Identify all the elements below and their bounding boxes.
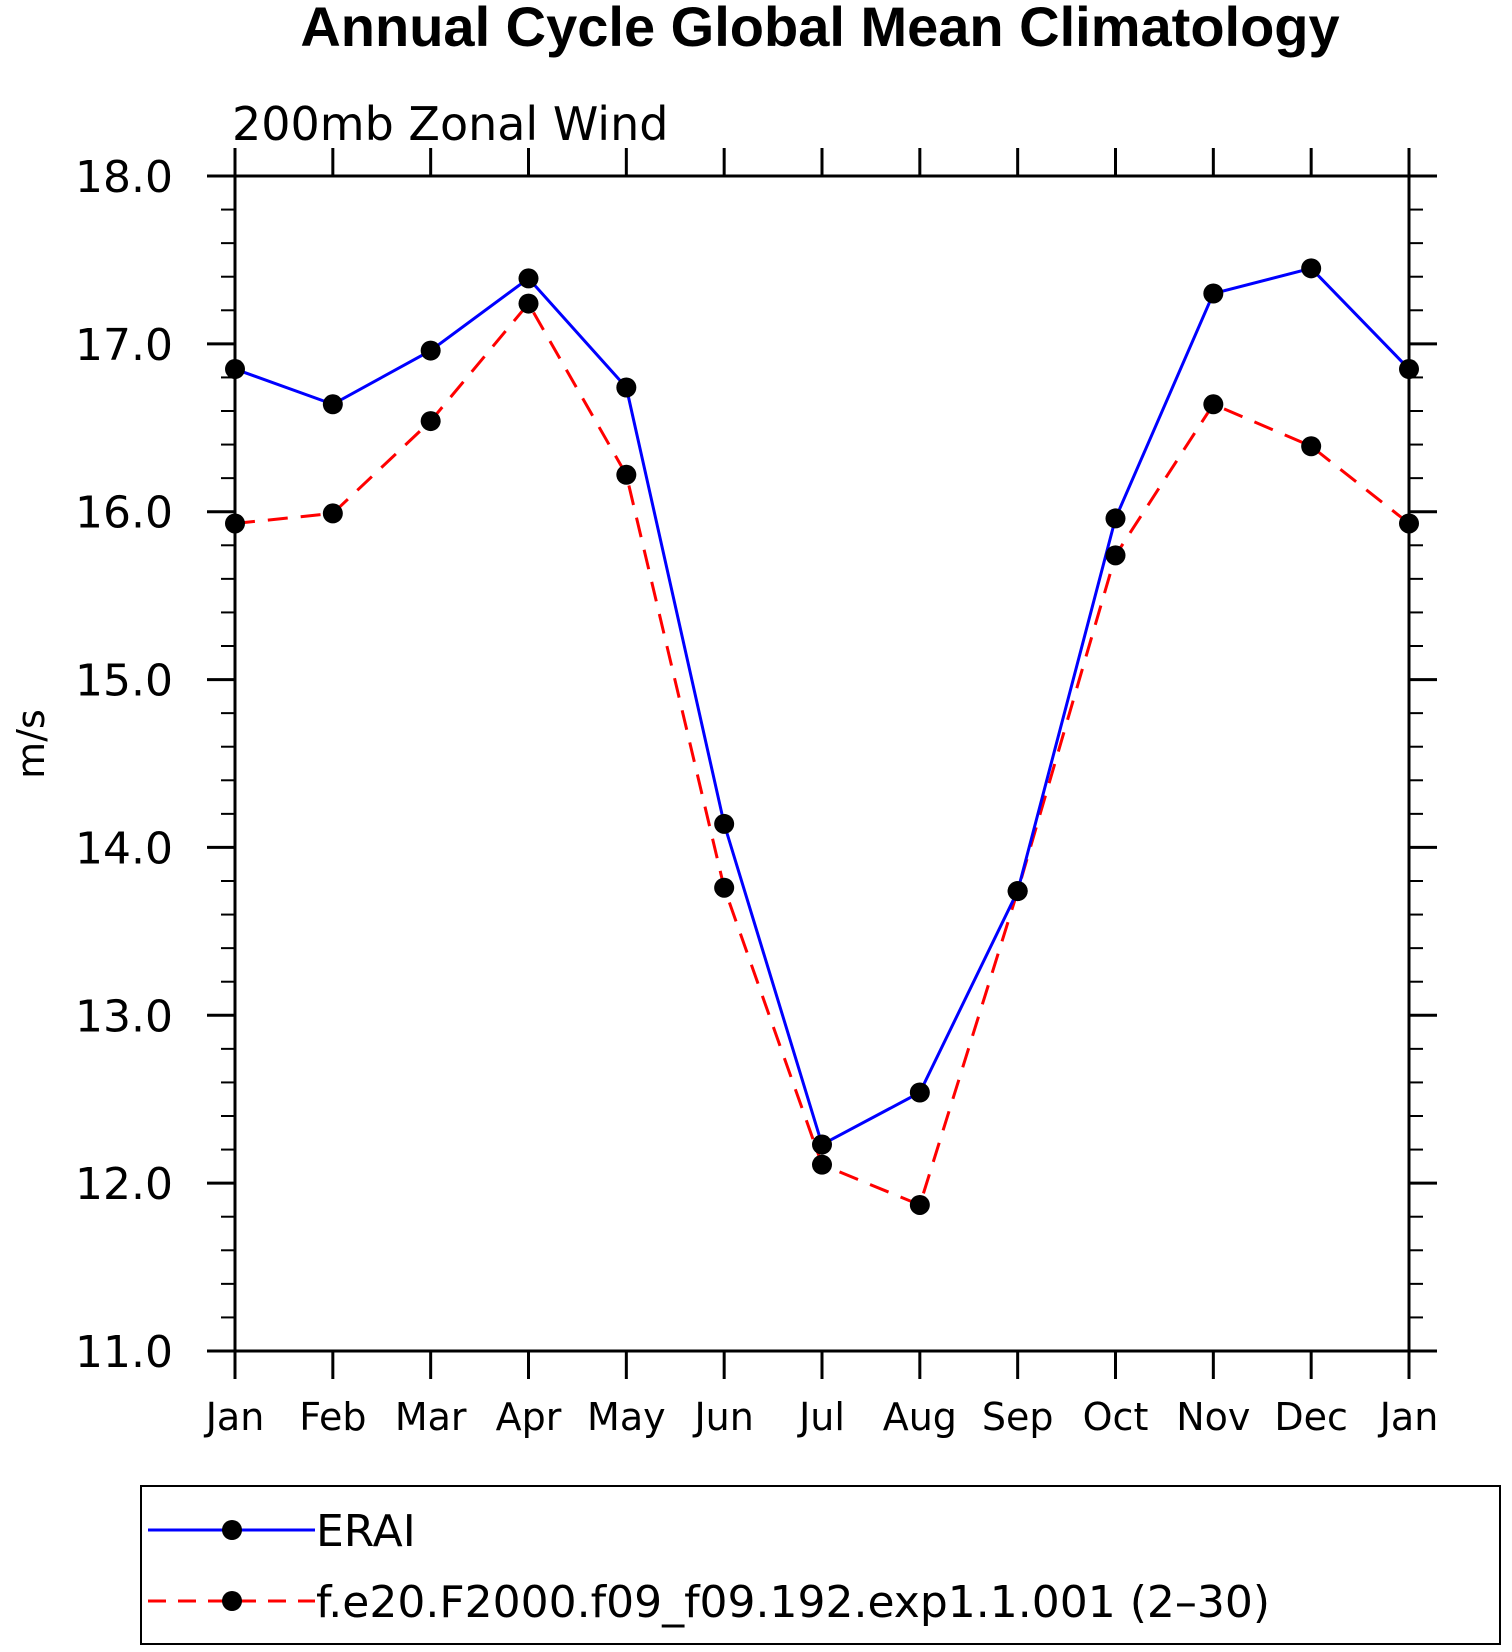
y-tick-label: 11.0 [75, 1327, 173, 1378]
data-point-experiment [714, 877, 735, 898]
data-point-experiment [616, 464, 637, 485]
y-tick-label: 15.0 [75, 656, 173, 707]
data-point-experiment [420, 411, 441, 432]
y-tick-label: 17.0 [75, 320, 173, 371]
axis-ticks [207, 148, 1437, 1379]
data-point-erai [1301, 258, 1322, 279]
data-point-experiment [812, 1154, 832, 1175]
x-tick-label: Sep [982, 1395, 1054, 1439]
data-point-experiment [1301, 436, 1322, 457]
series-line-experiment [234, 300, 1410, 1207]
y-tick-label: 16.0 [75, 488, 173, 539]
series-line-erai [234, 266, 1411, 1147]
x-tick-label: Dec [1274, 1395, 1348, 1439]
data-point-experiment [909, 1194, 930, 1215]
data-point-erai [714, 813, 735, 834]
y-tick-label: 12.0 [75, 1159, 173, 1210]
data-point-experiment [1399, 513, 1419, 534]
x-tick-label: Apr [496, 1395, 562, 1439]
data-point-erai [812, 1134, 832, 1155]
y-tick-labels: 11.0 12.0 13.0 14.0 15.0 16.0 17.0 18.0 [75, 152, 173, 1378]
x-tick-label: May [587, 1395, 666, 1439]
x-tick-labels: Jan Feb Mar Apr May Jun Jul Aug Sep Oct Nov Dec Jan [204, 1395, 1439, 1439]
legend-label-experiment: f.e20.F2000.f09_f09.192.exp1.1.001 (2–30… [316, 1577, 1270, 1628]
x-tick-label: Jun [692, 1395, 753, 1439]
x-tick-label: Mar [395, 1395, 467, 1439]
data-point-experiment [518, 293, 539, 314]
plot-frame [233, 174, 1411, 1353]
series-layer [225, 258, 1419, 1215]
legend-box [140, 1485, 1501, 1645]
x-tick-label: Jul [797, 1395, 845, 1439]
data-point-erai [322, 394, 343, 415]
x-tick-label: Nov [1176, 1395, 1250, 1439]
x-tick-label: Aug [883, 1395, 957, 1439]
x-tick-label: Feb [299, 1395, 366, 1439]
legend: ERAI f.e20.F2000.f09_f09.192.exp1.1.001 … [140, 1485, 1501, 1645]
data-point-erai [1399, 359, 1419, 380]
legend-marker-erai [222, 1520, 242, 1540]
legend-label-erai: ERAI [316, 1506, 416, 1557]
data-point-experiment [1203, 394, 1224, 415]
x-tick-label: Oct [1083, 1395, 1149, 1439]
x-tick-label: Jan [204, 1395, 265, 1439]
x-tick-label: Jan [1378, 1395, 1439, 1439]
data-point-experiment [225, 513, 245, 534]
data-point-erai [909, 1082, 930, 1103]
data-point-erai [518, 268, 539, 289]
data-point-experiment [1105, 545, 1126, 566]
data-point-erai [1105, 508, 1126, 529]
chart-title: Annual Cycle Global Mean Climatology [300, 0, 1339, 58]
data-point-erai [616, 377, 637, 398]
y-tick-label: 13.0 [75, 991, 173, 1042]
data-point-erai [420, 340, 441, 361]
data-point-erai [1203, 283, 1224, 304]
data-point-erai [1007, 881, 1028, 902]
y-tick-label: 18.0 [75, 152, 173, 203]
data-point-erai [225, 359, 245, 380]
y-tick-label: 14.0 [75, 823, 173, 874]
y-axis-label: m/s [9, 709, 53, 779]
data-point-experiment [322, 503, 343, 524]
legend-marker-experiment [222, 1591, 242, 1611]
chart-subtitle: 200mb Zonal Wind [232, 97, 668, 151]
